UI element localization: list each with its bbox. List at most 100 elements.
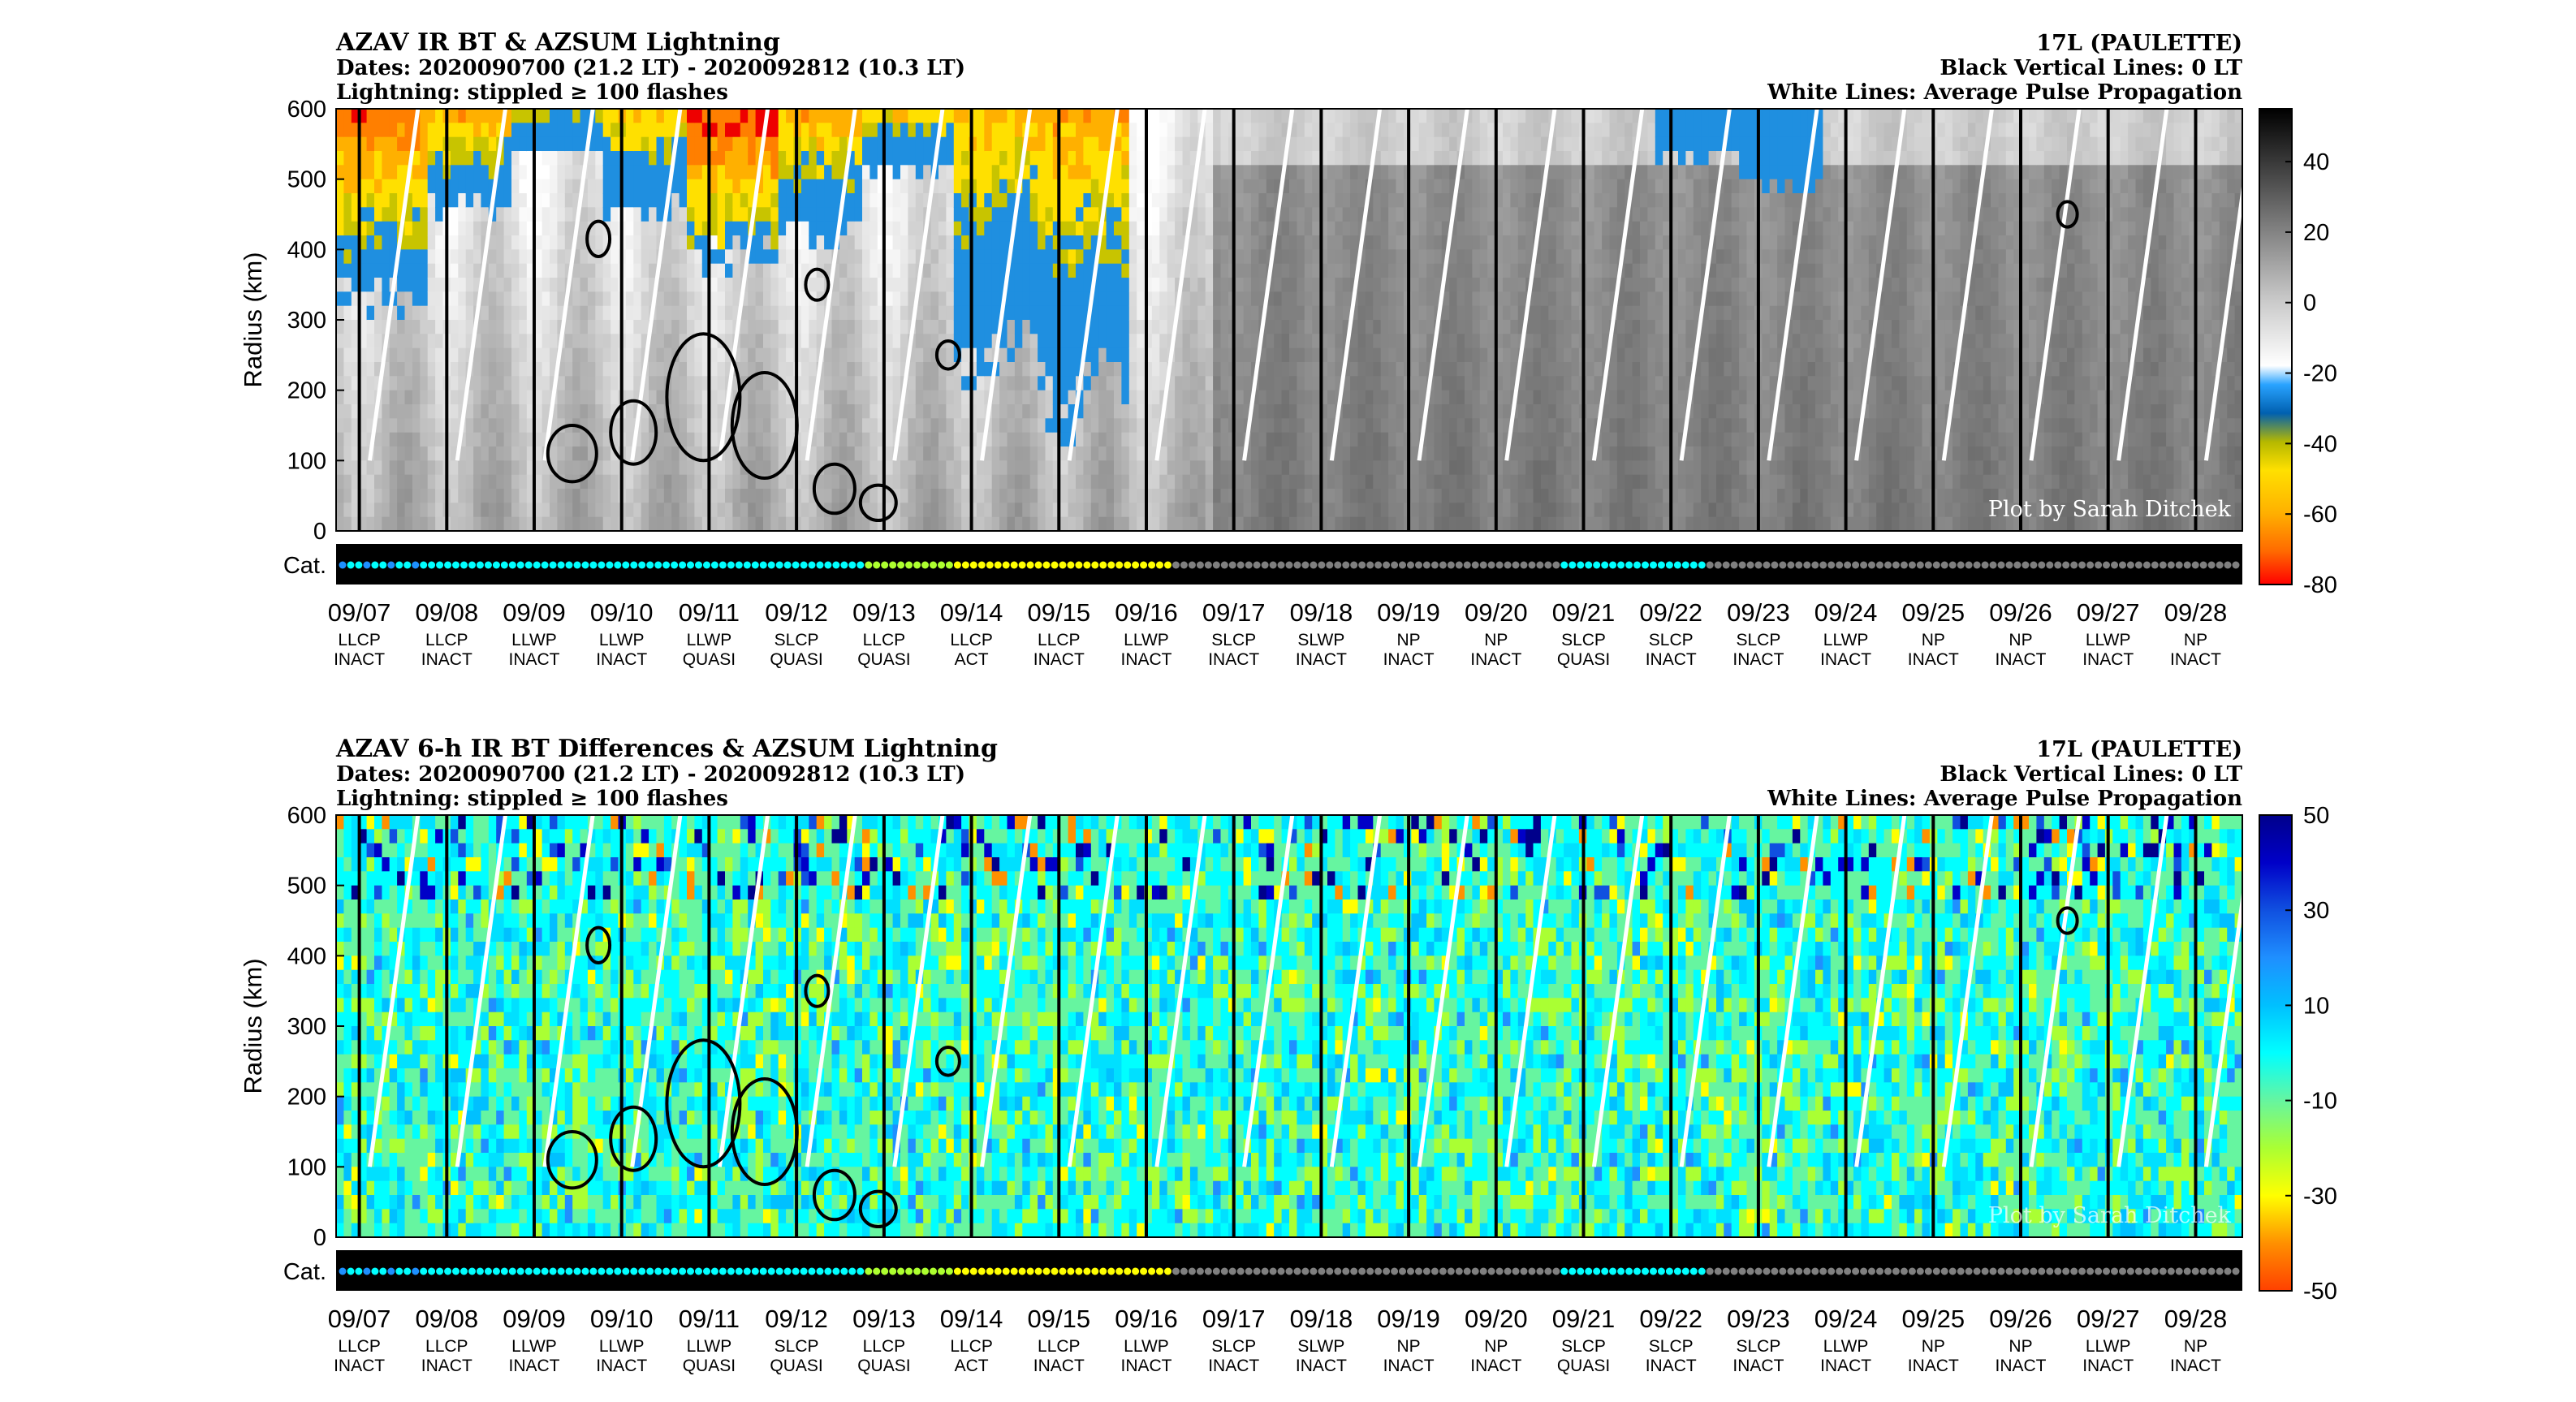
heatmap-cell: [1304, 221, 1313, 236]
heatmap-cell: [1038, 503, 1046, 518]
heatmap-cell: [1213, 362, 1222, 377]
heatmap-cell: [701, 418, 710, 434]
heatmap-cell: [1373, 418, 1382, 434]
heatmap-cell: [984, 151, 993, 166]
heatmap-cell: [671, 516, 680, 532]
heatmap-cell: [824, 376, 833, 391]
heatmap-cell: [1525, 179, 1534, 194]
heatmap-cell: [641, 305, 649, 321]
heatmap-cell: [1274, 151, 1283, 166]
heatmap-cell: [1342, 390, 1351, 405]
heatmap-cell: [1465, 249, 1473, 265]
heatmap-cell: [1274, 334, 1283, 349]
heatmap-cell: [1205, 263, 1214, 278]
heatmap-cell: [1220, 278, 1229, 292]
heatmap-cell: [359, 109, 368, 123]
heatmap-cell: [854, 305, 863, 321]
heatmap-cell: [1090, 193, 1099, 208]
heatmap-cell: [1014, 334, 1023, 349]
heatmap-cell: [1076, 291, 1084, 307]
heatmap-cell: [526, 516, 535, 532]
heatmap-cell: [550, 263, 558, 278]
heatmap-cell: [1548, 305, 1557, 321]
heatmap-cell: [1479, 404, 1488, 419]
heatmap-cell: [359, 390, 368, 405]
heatmap-cell: [824, 207, 833, 222]
heatmap-cell: [595, 446, 604, 461]
heatmap-cell: [755, 221, 764, 236]
heatmap-cell: [961, 376, 970, 391]
heatmap-cell: [663, 489, 672, 503]
heatmap-cell: [587, 207, 596, 222]
heatmap-cell: [1319, 320, 1328, 334]
heatmap-cell: [1396, 136, 1405, 152]
heatmap-cell: [976, 249, 985, 265]
heatmap-cell: [915, 109, 924, 123]
heatmap-cell: [1266, 165, 1275, 180]
heatmap-cell: [663, 151, 672, 166]
heatmap-cell: [1076, 165, 1084, 180]
heatmap-cell: [1297, 446, 1305, 461]
heatmap-cell: [953, 474, 962, 490]
heatmap-cell: [1197, 249, 1206, 265]
heatmap-cell: [572, 193, 581, 208]
heatmap-cell: [1197, 418, 1206, 434]
heatmap-cell: [770, 221, 779, 236]
heatmap-cell: [1029, 446, 1038, 461]
heatmap-cell: [701, 136, 710, 152]
heatmap-cell: [1365, 418, 1374, 434]
heatmap-cell: [1045, 193, 1054, 208]
heatmap-cell: [404, 390, 413, 405]
heatmap-cell: [1540, 432, 1549, 447]
heatmap-cell: [1189, 136, 1198, 152]
heatmap-cell: [1533, 136, 1542, 152]
heatmap-cell: [1121, 151, 1130, 166]
heatmap-cell: [1060, 207, 1069, 222]
heatmap-cell: [580, 418, 589, 434]
heatmap-cell: [564, 362, 573, 377]
heatmap-cell: [1388, 263, 1397, 278]
heatmap-cell: [397, 136, 406, 152]
heatmap-cell: [1586, 390, 1595, 405]
heatmap-cell: [1151, 320, 1160, 334]
heatmap-cell: [412, 376, 421, 391]
heatmap-cell: [1182, 516, 1191, 532]
heatmap-cell: [1128, 249, 1137, 265]
heatmap-cell: [717, 151, 726, 166]
heatmap-cell: [1357, 123, 1366, 138]
heatmap-cell: [1189, 305, 1198, 321]
heatmap-cell: [839, 123, 848, 138]
heatmap-cell: [770, 432, 779, 447]
heatmap-cell: [611, 263, 619, 278]
heatmap-cell: [458, 151, 467, 166]
heatmap-cell: [1441, 207, 1450, 222]
heatmap-cell: [1281, 320, 1290, 334]
heatmap-cell: [923, 460, 932, 476]
heatmap-cell: [389, 109, 398, 123]
heatmap-cell: [999, 278, 1008, 292]
heatmap-cell: [877, 390, 886, 405]
heatmap-cell: [343, 123, 352, 138]
heatmap-cell: [397, 249, 406, 265]
heatmap-cell: [625, 432, 634, 447]
heatmap-cell: [1251, 165, 1259, 180]
heatmap-cell: [938, 474, 947, 490]
heatmap-cell: [1510, 432, 1519, 447]
heatmap-cell: [1274, 404, 1283, 419]
heatmap-cell: [991, 136, 1000, 152]
heatmap-cell: [732, 263, 741, 278]
heatmap-cell: [1479, 320, 1488, 334]
heatmap-cell: [1297, 291, 1305, 307]
heatmap-cell: [786, 136, 795, 152]
heatmap-cell: [694, 109, 703, 123]
heatmap-cell: [1510, 320, 1519, 334]
heatmap-cell: [656, 221, 665, 236]
heatmap-cell: [572, 503, 581, 518]
heatmap-cell: [351, 460, 360, 476]
heatmap-cell: [587, 235, 596, 250]
heatmap-cell: [824, 489, 833, 503]
heatmap-cell: [458, 136, 467, 152]
heatmap-cell: [1144, 291, 1153, 307]
heatmap-cell: [892, 334, 901, 349]
heatmap-cell: [557, 151, 566, 166]
